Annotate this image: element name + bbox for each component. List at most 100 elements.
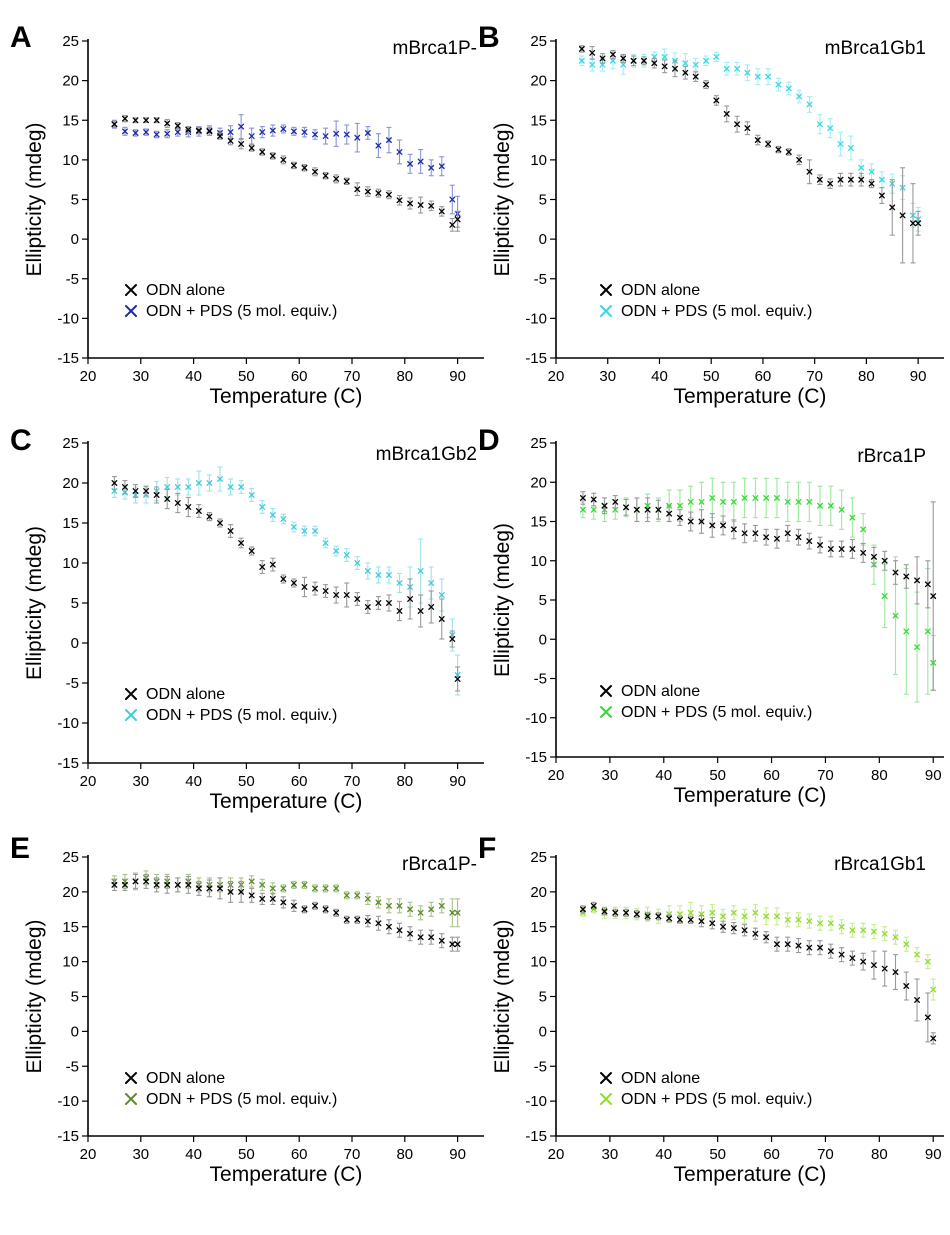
data-point (259, 895, 266, 902)
data-point (773, 941, 780, 948)
y-axis-label: Ellipticity (mdeg) (23, 526, 46, 680)
data-point (386, 191, 392, 198)
data-point (806, 944, 813, 951)
data-point (734, 65, 741, 72)
x-axis-label: Temperature (C) (674, 1163, 827, 1186)
y-tick-label: 5 (539, 989, 547, 1006)
data-point (354, 134, 361, 141)
data-point (454, 941, 461, 948)
legend-marker (600, 706, 612, 718)
data-point (449, 636, 456, 642)
data-point (703, 81, 709, 88)
y-tick-label: 5 (71, 192, 79, 209)
y-tick-label: -5 (66, 271, 79, 288)
data-point (806, 918, 813, 925)
data-point (322, 588, 329, 594)
data-point (924, 1014, 931, 1021)
x-axis-label: Temperature (C) (674, 784, 827, 807)
y-tick-label: -15 (525, 749, 547, 766)
series-odn-pds (111, 466, 461, 696)
data-point (796, 93, 803, 100)
data-point (763, 534, 770, 541)
data-point (195, 508, 202, 514)
data-point (438, 937, 445, 944)
data-point (333, 130, 340, 137)
x-tick-label: 80 (396, 368, 413, 385)
data-point (612, 909, 619, 916)
data-point (698, 918, 705, 925)
x-tick-label: 80 (871, 1146, 888, 1163)
x-tick-label: 70 (344, 773, 361, 790)
data-point (661, 63, 668, 70)
x-axis-label: Temperature (C) (210, 385, 363, 408)
legend-label: ODN + PDS (5 mol. equiv.) (146, 303, 337, 320)
data-point (174, 881, 181, 888)
legend-marker (600, 1093, 612, 1105)
data-point (301, 906, 308, 913)
data-point (870, 962, 877, 969)
legend-marker (125, 709, 137, 721)
data-point (709, 909, 716, 916)
x-tick-label: 30 (132, 773, 149, 790)
data-point (578, 45, 585, 52)
data-point (195, 885, 202, 892)
data-point (868, 180, 875, 187)
data-point (601, 502, 608, 509)
y-tick-label: 20 (62, 475, 79, 492)
x-tick-label: 40 (655, 1146, 672, 1163)
data-point (889, 204, 896, 211)
data-point (816, 121, 823, 128)
data-point (860, 549, 867, 556)
data-point (878, 192, 885, 199)
data-point (132, 117, 139, 124)
data-point (744, 69, 751, 76)
data-point (754, 73, 761, 80)
x-tick-label: 40 (655, 767, 672, 784)
data-point (796, 156, 803, 163)
chart-title: mBrca1Gb2 (376, 444, 477, 465)
data-point (364, 918, 371, 925)
data-point (827, 546, 834, 552)
data-point (752, 494, 759, 501)
y-tick-label: 10 (530, 553, 547, 570)
data-point (914, 951, 921, 958)
data-point (438, 592, 445, 598)
x-tick-label: 90 (449, 368, 466, 385)
data-point (248, 145, 255, 151)
data-point (164, 881, 171, 888)
data-point (259, 504, 266, 510)
data-point (713, 53, 720, 60)
data-point (428, 580, 435, 586)
data-point (312, 528, 318, 534)
legend-marker (125, 1072, 137, 1084)
data-point (860, 526, 867, 533)
y-tick-label: 20 (62, 73, 79, 90)
data-point (672, 65, 678, 72)
series-odn-pds (579, 477, 937, 703)
x-tick-label: 30 (132, 1146, 149, 1163)
x-tick-label: 80 (871, 767, 888, 784)
data-point (322, 133, 329, 140)
data-point (784, 916, 791, 923)
y-tick-label: 15 (530, 514, 547, 531)
data-point (827, 920, 834, 927)
data-point (386, 572, 392, 578)
chart-title: rBrca1P (857, 446, 926, 467)
legend-marker (600, 1072, 612, 1084)
data-point (633, 506, 640, 513)
panel-letter: E (10, 832, 30, 865)
data-point (806, 101, 813, 108)
data-point (720, 923, 727, 930)
panel-letter: B (478, 21, 500, 54)
data-point (692, 73, 699, 80)
data-point (153, 492, 160, 498)
y-tick-label: 0 (539, 631, 547, 648)
data-point (817, 920, 824, 927)
data-point (417, 608, 424, 614)
data-point (795, 534, 802, 541)
data-point (590, 496, 597, 503)
data-point (428, 604, 435, 610)
data-point (741, 530, 748, 537)
data-point (164, 120, 171, 127)
